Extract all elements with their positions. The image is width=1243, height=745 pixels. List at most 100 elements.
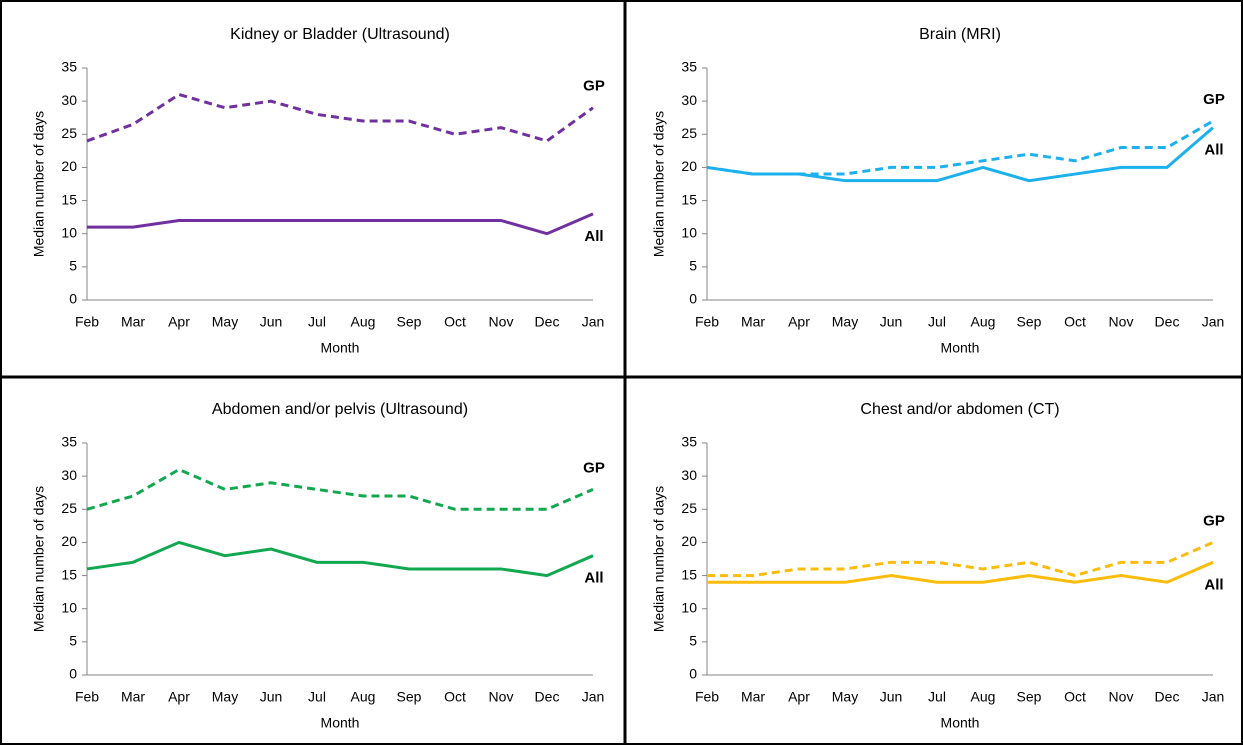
chart-title: Brain (MRI) — [919, 26, 1001, 43]
series-label: All — [1204, 576, 1223, 593]
y-tick-label: 0 — [69, 666, 77, 682]
x-tick-label: Jul — [308, 689, 326, 705]
x-tick-label: Aug — [971, 314, 996, 330]
x-tick-label: Mar — [121, 314, 145, 330]
x-tick-label: Apr — [788, 314, 810, 330]
y-tick-label: 30 — [61, 92, 77, 108]
series-label: All — [1204, 142, 1223, 159]
x-tick-label: Oct — [444, 689, 466, 705]
x-axis-label: Month — [321, 340, 360, 356]
y-tick-label: 35 — [61, 59, 77, 75]
y-tick-label: 15 — [681, 566, 697, 582]
series-label: All — [584, 570, 603, 587]
x-tick-label: Apr — [788, 689, 810, 705]
x-tick-label: Mar — [741, 689, 765, 705]
y-tick-label: 25 — [681, 125, 697, 141]
x-tick-label: Mar — [121, 689, 145, 705]
series-label: GP — [583, 459, 605, 476]
x-tick-label: Dec — [1155, 314, 1180, 330]
x-tick-label: Jul — [928, 314, 946, 330]
series-label: All — [584, 228, 603, 245]
series-label: GP — [1203, 91, 1225, 108]
chart-title: Chest and/or abdomen (CT) — [860, 401, 1059, 418]
x-tick-label: May — [832, 689, 858, 705]
x-tick-label: Jun — [260, 314, 283, 330]
x-axis-label: Month — [321, 715, 360, 731]
x-tick-label: May — [212, 689, 238, 705]
y-tick-label: 10 — [61, 224, 77, 240]
x-tick-label: Aug — [351, 314, 376, 330]
chart-title: Kidney or Bladder (Ultrasound) — [230, 26, 450, 43]
x-tick-label: Feb — [695, 689, 719, 705]
y-tick-label: 15 — [61, 191, 77, 207]
y-tick-label: 20 — [61, 533, 77, 549]
y-tick-label: 30 — [61, 467, 77, 483]
y-tick-label: 35 — [681, 434, 697, 450]
x-tick-label: Oct — [444, 314, 466, 330]
chart-panel: Abdomen and/or pelvis (Ultrasound) 0 5 10 15… — [31, 401, 605, 730]
x-tick-label: Jun — [880, 314, 903, 330]
x-tick-label: Nov — [1109, 314, 1134, 330]
x-tick-label: Oct — [1064, 314, 1086, 330]
y-tick-label: 5 — [689, 633, 697, 649]
x-axis-label: Month — [941, 340, 980, 356]
x-tick-label: Feb — [75, 689, 99, 705]
series-line — [707, 541, 1214, 578]
y-tick-label: 5 — [689, 258, 697, 274]
series-line — [86, 467, 594, 511]
chart-title: Abdomen and/or pelvis (Ultrasound) — [212, 401, 468, 418]
x-tick-label: Sep — [1017, 689, 1042, 705]
x-tick-label: Aug — [971, 689, 996, 705]
x-tick-label: Jan — [1202, 314, 1225, 330]
series-line — [86, 540, 594, 578]
y-tick-label: 0 — [69, 291, 77, 307]
x-tick-label: May — [212, 314, 238, 330]
y-tick-label: 0 — [689, 666, 697, 682]
y-tick-label: 25 — [681, 500, 697, 516]
series-label: GP — [583, 78, 605, 95]
x-tick-label: Sep — [1017, 314, 1042, 330]
y-tick-label: 0 — [689, 291, 697, 307]
series-line — [706, 126, 1214, 183]
x-axis-label: Month — [941, 715, 980, 731]
x-tick-label: Oct — [1064, 689, 1086, 705]
y-axis-label: Median number of days — [651, 111, 667, 257]
x-tick-label: Mar — [741, 314, 765, 330]
chart-panel: Kidney or Bladder (Ultrasound) 0 5 10 15 20 25… — [31, 26, 605, 355]
x-tick-label: Apr — [168, 689, 190, 705]
x-tick-label: Aug — [351, 689, 376, 705]
y-tick-label: 5 — [69, 633, 77, 649]
x-tick-label: Jul — [308, 314, 326, 330]
x-tick-label: Nov — [489, 689, 514, 705]
series-line — [86, 92, 594, 143]
x-tick-label: May — [832, 314, 858, 330]
y-tick-label: 20 — [681, 158, 697, 174]
x-tick-label: Dec — [535, 689, 560, 705]
y-tick-label: 5 — [69, 258, 77, 274]
y-tick-label: 20 — [681, 533, 697, 549]
y-axis-label: Median number of days — [651, 486, 667, 632]
x-tick-label: Sep — [397, 314, 422, 330]
x-tick-label: Dec — [535, 314, 560, 330]
y-tick-label: 35 — [681, 59, 697, 75]
y-tick-label: 25 — [61, 125, 77, 141]
chart-panel: Brain (MRI) 0 5 10 15 20 25 30 35 Feb Mar Apr May Jun… — [651, 26, 1225, 355]
chart-panel: Chest and/or abdomen (CT) 0 5 10 15 20 25 30 35 F… — [651, 401, 1225, 730]
y-axis-label: Median number of days — [31, 111, 47, 257]
y-tick-label: 10 — [681, 224, 697, 240]
series-label: GP — [1203, 512, 1225, 529]
x-tick-label: Jul — [928, 689, 946, 705]
y-tick-label: 25 — [61, 500, 77, 516]
y-tick-label: 35 — [61, 434, 77, 450]
y-tick-label: 15 — [61, 566, 77, 582]
x-tick-label: Jun — [880, 689, 903, 705]
x-tick-label: Apr — [168, 314, 190, 330]
y-tick-label: 30 — [681, 92, 697, 108]
x-tick-label: Jan — [582, 314, 605, 330]
x-tick-label: Sep — [397, 689, 422, 705]
x-tick-label: Nov — [1109, 689, 1134, 705]
y-tick-label: 10 — [61, 599, 77, 615]
x-tick-label: Jun — [260, 689, 283, 705]
